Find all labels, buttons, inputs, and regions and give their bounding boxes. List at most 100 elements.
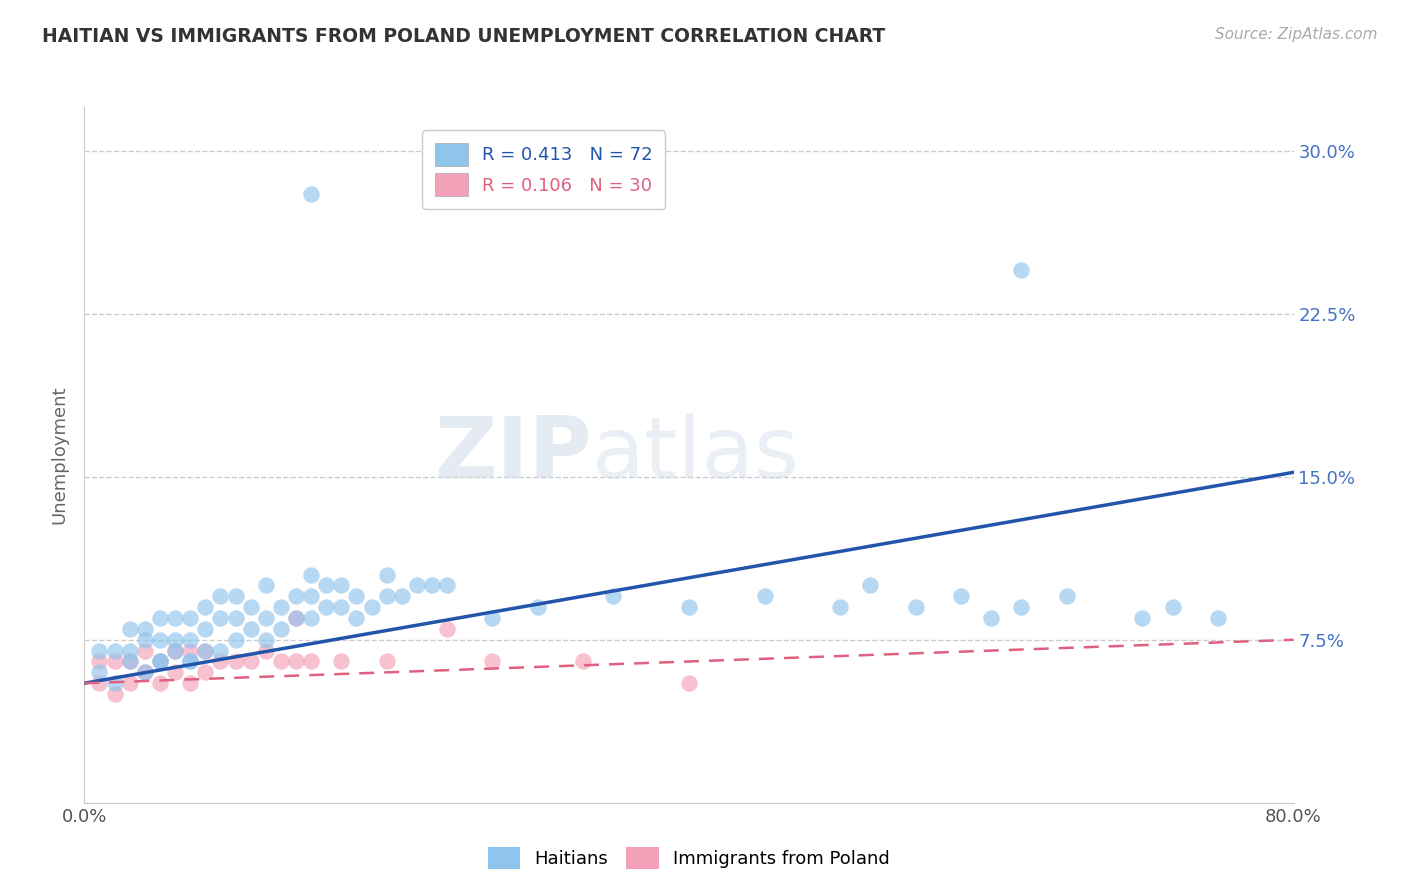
Point	[572, 655, 595, 669]
Point	[239, 655, 262, 669]
Legend: R = 0.413   N = 72, R = 0.106   N = 30: R = 0.413 N = 72, R = 0.106 N = 30	[422, 130, 665, 209]
Point	[436, 622, 458, 636]
Point	[980, 611, 1002, 625]
Point	[420, 578, 443, 592]
Point	[194, 622, 217, 636]
Point	[104, 643, 127, 657]
Point	[165, 632, 187, 647]
Point	[165, 611, 187, 625]
Point	[285, 611, 308, 625]
Point	[134, 643, 156, 657]
Point	[830, 600, 852, 615]
Point	[299, 589, 322, 603]
Point	[254, 632, 277, 647]
Point	[481, 655, 503, 669]
Point	[179, 676, 201, 690]
Point	[299, 567, 322, 582]
Point	[134, 622, 156, 636]
Point	[165, 665, 187, 680]
Text: HAITIAN VS IMMIGRANTS FROM POLAND UNEMPLOYMENT CORRELATION CHART: HAITIAN VS IMMIGRANTS FROM POLAND UNEMPL…	[42, 27, 886, 45]
Point	[134, 665, 156, 680]
Point	[678, 600, 700, 615]
Point	[165, 643, 187, 657]
Point	[179, 643, 201, 657]
Point	[678, 676, 700, 690]
Point	[225, 632, 247, 647]
Y-axis label: Unemployment: Unemployment	[51, 385, 69, 524]
Point	[481, 611, 503, 625]
Point	[315, 600, 337, 615]
Point	[149, 632, 172, 647]
Point	[1161, 600, 1184, 615]
Point	[89, 643, 111, 657]
Point	[904, 600, 927, 615]
Point	[330, 600, 353, 615]
Text: Source: ZipAtlas.com: Source: ZipAtlas.com	[1215, 27, 1378, 42]
Point	[225, 589, 247, 603]
Point	[118, 643, 141, 657]
Point	[602, 589, 624, 603]
Point	[375, 567, 398, 582]
Point	[1011, 263, 1033, 277]
Point	[285, 611, 308, 625]
Point	[118, 622, 141, 636]
Point	[118, 676, 141, 690]
Point	[165, 643, 187, 657]
Point	[285, 589, 308, 603]
Point	[315, 578, 337, 592]
Point	[375, 589, 398, 603]
Point	[89, 655, 111, 669]
Point	[391, 589, 413, 603]
Legend: Haitians, Immigrants from Poland: Haitians, Immigrants from Poland	[478, 838, 900, 879]
Point	[270, 622, 292, 636]
Point	[859, 578, 882, 592]
Point	[179, 611, 201, 625]
Point	[104, 655, 127, 669]
Point	[149, 611, 172, 625]
Point	[209, 655, 232, 669]
Point	[375, 655, 398, 669]
Point	[1056, 589, 1078, 603]
Point	[118, 655, 141, 669]
Point	[194, 643, 217, 657]
Text: atlas: atlas	[592, 413, 800, 497]
Point	[209, 643, 232, 657]
Point	[225, 611, 247, 625]
Point	[254, 578, 277, 592]
Point	[179, 655, 201, 669]
Point	[239, 600, 262, 615]
Point	[179, 655, 201, 669]
Point	[330, 578, 353, 592]
Point	[209, 611, 232, 625]
Point	[527, 600, 550, 615]
Point	[285, 655, 308, 669]
Point	[270, 600, 292, 615]
Point	[89, 676, 111, 690]
Point	[134, 665, 156, 680]
Point	[118, 655, 141, 669]
Point	[209, 589, 232, 603]
Point	[299, 186, 322, 201]
Point	[346, 611, 368, 625]
Point	[149, 655, 172, 669]
Point	[104, 687, 127, 701]
Point	[149, 676, 172, 690]
Point	[270, 655, 292, 669]
Point	[134, 632, 156, 647]
Point	[950, 589, 973, 603]
Point	[254, 611, 277, 625]
Point	[406, 578, 429, 592]
Point	[436, 578, 458, 592]
Point	[149, 655, 172, 669]
Point	[194, 665, 217, 680]
Point	[239, 622, 262, 636]
Point	[346, 589, 368, 603]
Point	[104, 676, 127, 690]
Point	[1011, 600, 1033, 615]
Point	[1206, 611, 1229, 625]
Point	[1130, 611, 1153, 625]
Text: ZIP: ZIP	[434, 413, 592, 497]
Point	[299, 611, 322, 625]
Point	[225, 655, 247, 669]
Point	[360, 600, 382, 615]
